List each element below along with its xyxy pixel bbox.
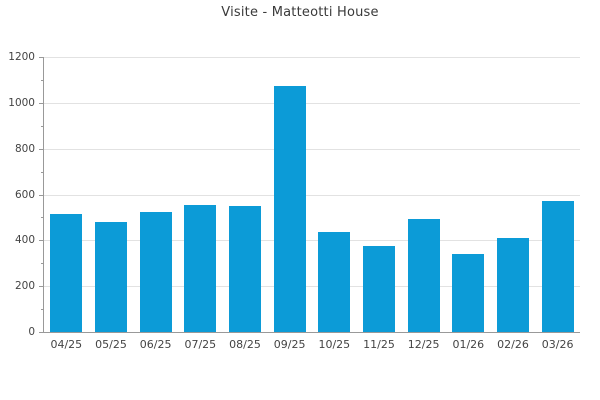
bar-07/25	[184, 204, 217, 332]
ytick-minor-1100	[41, 79, 44, 81]
x-axis-line	[43, 332, 580, 333]
gridline-y-600	[44, 194, 580, 196]
bar-06/25	[139, 211, 172, 332]
bar-10/25	[318, 232, 351, 332]
ytick-400	[39, 240, 44, 242]
xtick-label-03/26: 03/26	[541, 338, 574, 351]
ytick-800	[39, 148, 44, 150]
ytick-label-1200: 1200	[8, 51, 35, 63]
bar-03/26	[541, 201, 574, 332]
xtick-label-02/26: 02/26	[497, 338, 529, 351]
ytick-minor-100	[41, 309, 44, 311]
ytick-1200	[39, 57, 44, 58]
xtick-label-05/25: 05/25	[95, 338, 127, 351]
gridline-y-800	[44, 148, 580, 150]
xtick-label-01/26: 01/26	[452, 338, 485, 351]
ytick-1000	[39, 102, 44, 104]
bar-02/26	[497, 238, 529, 332]
xtick-label-12/25: 12/25	[407, 338, 440, 351]
bar-01/26	[452, 254, 485, 332]
ytick-label-400: 400	[14, 234, 35, 247]
chart-title: Visite - Matteotti House	[221, 5, 379, 20]
xtick-label-11/25: 11/25	[363, 338, 395, 351]
ytick-minor-900	[41, 125, 44, 127]
xtick-label-09/25: 09/25	[273, 338, 306, 351]
gridline-y-1200	[44, 57, 580, 58]
bar-11/25	[363, 246, 395, 332]
ytick-label-1000: 1000	[8, 96, 35, 109]
xtick-label-10/25: 10/25	[318, 338, 351, 351]
gridline-y-200	[44, 286, 580, 288]
ytick-label-200: 200	[14, 280, 35, 293]
ytick-minor-500	[41, 217, 44, 219]
xtick-label-06/25: 06/25	[139, 338, 172, 351]
xtick-label-07/25: 07/25	[184, 338, 217, 351]
ytick-minor-700	[41, 171, 44, 173]
bar-12/25	[407, 218, 440, 332]
ytick-label-600: 600	[14, 188, 35, 201]
bar-08/25	[229, 205, 261, 332]
gridline-y-400	[44, 240, 580, 242]
bar-05/25	[95, 222, 127, 332]
ytick-0	[39, 332, 44, 333]
ytick-200	[39, 286, 44, 288]
ytick-label-0: 0	[28, 326, 35, 338]
ytick-minor-300	[41, 263, 44, 265]
xtick-label-08/25: 08/25	[229, 338, 261, 351]
gridline-y-1000	[44, 102, 580, 104]
bar-09/25	[273, 85, 306, 332]
ytick-600	[39, 194, 44, 196]
y-axis-line	[43, 57, 44, 332]
ytick-label-800: 800	[14, 142, 35, 155]
xtick-label-04/25: 04/25	[50, 338, 83, 351]
bar-04/25	[50, 213, 83, 332]
